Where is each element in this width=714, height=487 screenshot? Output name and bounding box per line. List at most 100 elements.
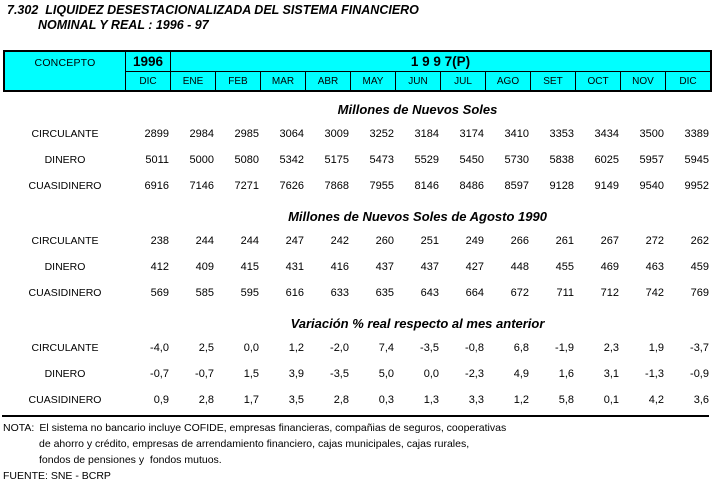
- data-cell: 5000: [189, 154, 214, 166]
- nota-line-1: NOTA: El sistema no bancario incluye COFI…: [3, 420, 714, 436]
- data-cell: 595: [240, 287, 259, 299]
- data-cell: 4,2: [648, 394, 664, 406]
- month-header-2: FEB: [215, 71, 260, 90]
- data-cell: 238: [150, 235, 169, 247]
- row-label: DINERO: [44, 261, 86, 273]
- data-cell: 412: [150, 261, 169, 273]
- data-cell: 267: [600, 235, 619, 247]
- data-cell: 7271: [234, 180, 259, 192]
- data-cell: 1,2: [513, 394, 529, 406]
- nota-label: NOTA:: [3, 422, 35, 434]
- data-cell: 2,5: [198, 342, 214, 354]
- data-cell: 585: [195, 287, 214, 299]
- data-cell: 2899: [144, 128, 169, 140]
- table-number: 7.302: [7, 3, 39, 17]
- data-cell: 0,1: [603, 394, 619, 406]
- data-cell: 1,7: [243, 394, 259, 406]
- page-title: 7.302 LIQUIDEZ DESESTACIONALIZADA DEL SI…: [0, 0, 714, 32]
- section-title: Millones de Nuevos Soles: [337, 102, 498, 117]
- table-row: DINERO 5011 5000 5080 5342 5175 5473 5529 5450 57…: [5, 147, 714, 173]
- data-cell: 7,4: [378, 342, 394, 354]
- data-cell: 244: [240, 235, 259, 247]
- data-cell: 272: [645, 235, 664, 247]
- data-cell: 1,2: [288, 342, 304, 354]
- data-cell: 262: [690, 235, 709, 247]
- data-cell: 469: [600, 261, 619, 273]
- row-label: CUASIDINERO: [28, 287, 102, 299]
- data-cell: 5342: [279, 154, 304, 166]
- data-cell: 3,3: [468, 394, 484, 406]
- data-cell: -3,5: [330, 368, 349, 380]
- data-cell: -0,7: [150, 368, 169, 380]
- data-cell: -0,8: [465, 342, 484, 354]
- nota-text-1: El sistema no bancario incluye COFIDE, e…: [39, 422, 507, 434]
- data-cell: 427: [465, 261, 484, 273]
- data-cell: 7868: [324, 180, 349, 192]
- data-cell: 5450: [459, 154, 484, 166]
- data-cell: 0,9: [153, 394, 169, 406]
- data-cell: -2,3: [465, 368, 484, 380]
- month-header-11: NOV: [620, 71, 665, 90]
- table-row: CIRCULANTE -4,0 2,5 0,0 1,2 -2,0 7,4 -3,5 -0,8 6,…: [5, 335, 714, 361]
- data-cell: 448: [510, 261, 529, 273]
- data-cell: 5011: [145, 154, 169, 166]
- data-cell: 244: [195, 235, 214, 247]
- data-cell: 2985: [234, 128, 259, 140]
- data-cell: 5730: [504, 154, 529, 166]
- data-cell: 664: [465, 287, 484, 299]
- data-cell: -4,0: [150, 342, 169, 354]
- data-cell: 3500: [639, 128, 664, 140]
- data-cell: 3353: [549, 128, 574, 140]
- table-row: CIRCULANTE 238 244 244 247 242 260 251 249 266 261…: [5, 228, 714, 254]
- data-cell: 251: [420, 235, 439, 247]
- data-cell: 7626: [279, 180, 304, 192]
- data-cell: 249: [465, 235, 484, 247]
- data-cell: 5945: [684, 154, 709, 166]
- data-cell: 415: [240, 261, 259, 273]
- data-cell: 261: [555, 235, 574, 247]
- table-row: CIRCULANTE 2899 2984 2985 3064 3009 3252 3184 31…: [5, 121, 714, 147]
- row-label: CIRCULANTE: [31, 128, 99, 140]
- data-cell: 5080: [234, 154, 259, 166]
- title-text: LIQUIDEZ DESESTACIONALIZADA DEL SISTEMA …: [45, 3, 419, 17]
- data-cell: 2984: [189, 128, 214, 140]
- data-cell: 712: [600, 287, 619, 299]
- data-cell: 1,6: [558, 368, 574, 380]
- data-cell: 1,3: [423, 394, 439, 406]
- data-cell: 1,5: [243, 368, 259, 380]
- year-1997-header: 1 9 9 7(P): [170, 52, 710, 71]
- footnotes: NOTA: El sistema no bancario incluye COFI…: [3, 420, 714, 484]
- data-cell: 8486: [459, 180, 484, 192]
- month-header-10: OCT: [575, 71, 620, 90]
- data-cell: 0,0: [243, 342, 259, 354]
- data-cell: 2,3: [603, 342, 619, 354]
- data-cell: -3,5: [420, 342, 439, 354]
- data-cell: 5,8: [558, 394, 574, 406]
- section-0: Millones de Nuevos Soles CIRCULANTE 2899 29…: [0, 102, 714, 199]
- month-header-4: ABR: [305, 71, 350, 90]
- data-cell: 247: [285, 235, 304, 247]
- month-header-5: MAY: [350, 71, 395, 90]
- table-sections: Millones de Nuevos Soles CIRCULANTE 2899 29…: [0, 102, 714, 413]
- data-cell: 5473: [369, 154, 394, 166]
- data-cell: 635: [375, 287, 394, 299]
- data-cell: -1,9: [555, 342, 574, 354]
- data-cell: 1,9: [648, 342, 664, 354]
- data-cell: 569: [150, 287, 169, 299]
- data-cell: 431: [285, 261, 304, 273]
- row-label: DINERO: [44, 368, 86, 380]
- section-2: Variación % real respecto al mes anterio…: [0, 316, 714, 413]
- data-cell: 2,8: [333, 394, 349, 406]
- data-cell: 3434: [594, 128, 619, 140]
- month-header-3: MAR: [260, 71, 305, 90]
- data-cell: 3064: [279, 128, 304, 140]
- data-cell: 672: [510, 287, 529, 299]
- section-1: Millones de Nuevos Soles de Agosto 1990 C…: [0, 209, 714, 306]
- section-title: Variación % real respecto al mes anterio…: [290, 316, 545, 331]
- table-row: CUASIDINERO 569 585 595 616 633 635 643 664 672 71…: [5, 280, 714, 306]
- row-label: CUASIDINERO: [28, 394, 102, 406]
- data-cell: 3,6: [693, 394, 709, 406]
- nota-text-3: fondos de pensiones y fondos mutuos.: [39, 454, 222, 466]
- data-cell: 6916: [144, 180, 169, 192]
